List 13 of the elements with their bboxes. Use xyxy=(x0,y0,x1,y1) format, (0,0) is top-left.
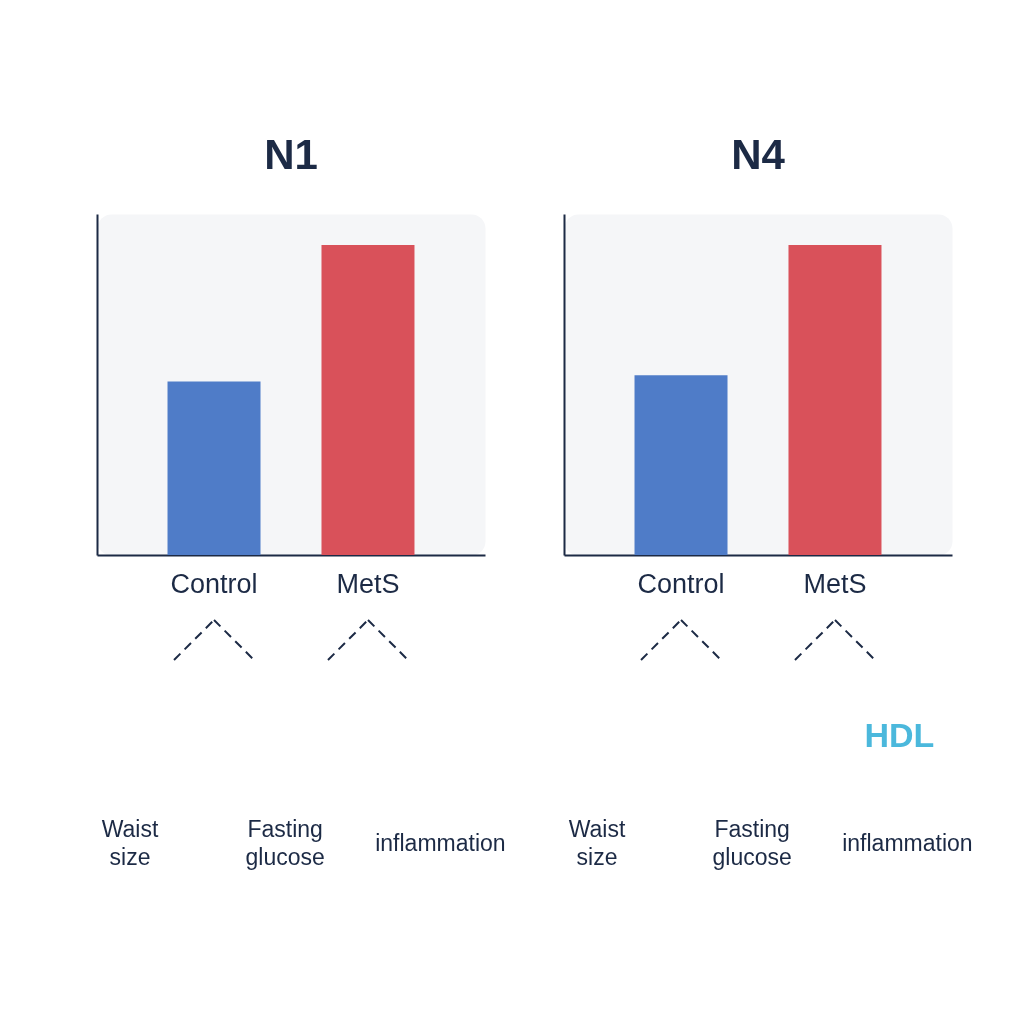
x-tick-label: Control xyxy=(637,568,725,599)
chart-title: N4 xyxy=(731,131,786,178)
x-tick-label: MetS xyxy=(336,568,400,599)
x-tick-label: MetS xyxy=(803,568,867,599)
text: Fasting glucose xyxy=(712,816,792,870)
text: Fasting glucose xyxy=(245,816,325,870)
text: inflammation xyxy=(842,830,973,856)
text: Waist size xyxy=(568,816,626,870)
text: Waist size xyxy=(101,816,159,870)
text: inflammation xyxy=(375,830,506,856)
x-tick-label: Control xyxy=(170,568,258,599)
chart-title: N1 xyxy=(264,131,318,178)
text: HDL xyxy=(864,716,935,754)
